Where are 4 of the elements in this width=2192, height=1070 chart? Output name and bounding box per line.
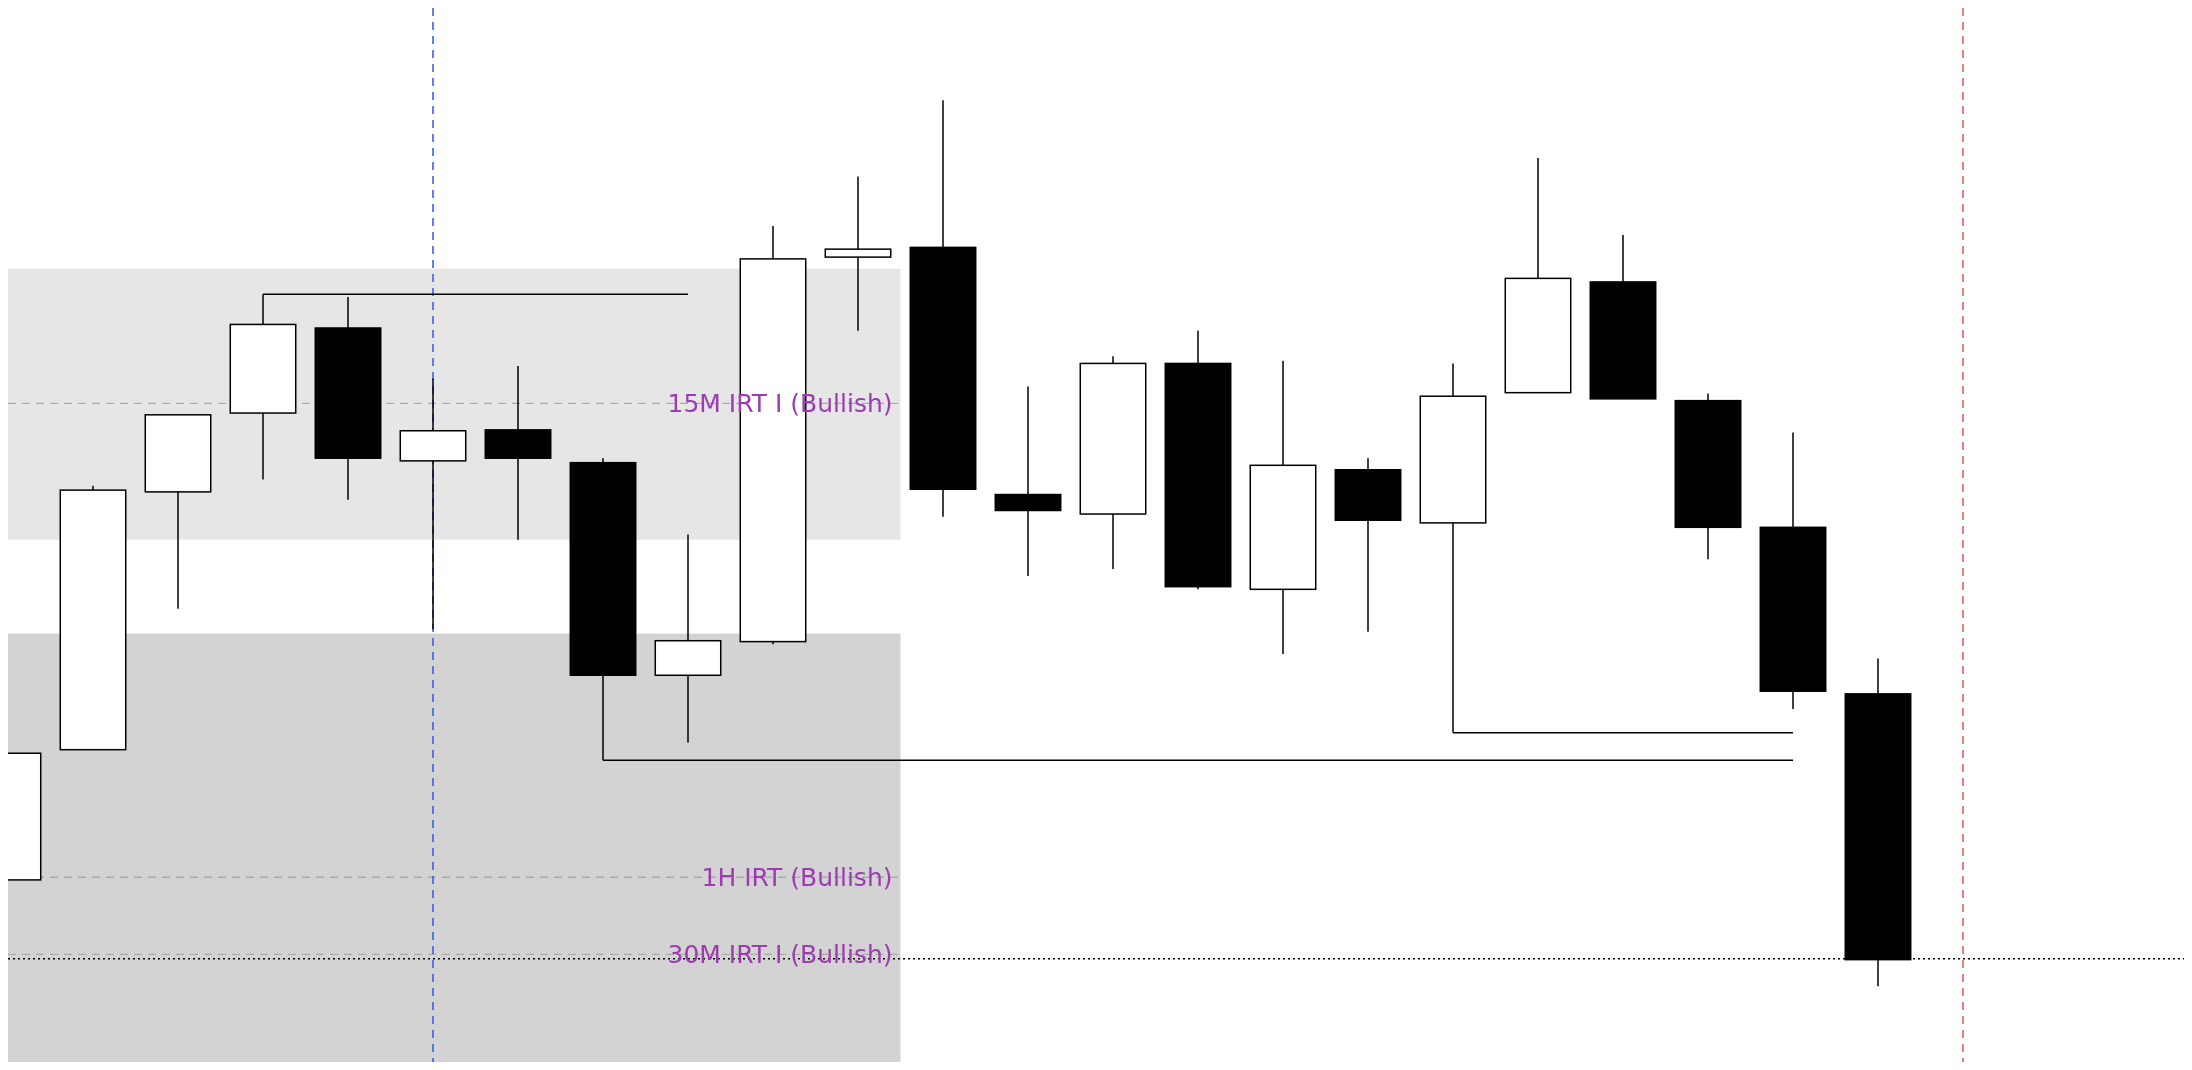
- candlestick: [994, 385, 1062, 577]
- ref-line-label: 30M IRT I (Bullish): [667, 940, 893, 970]
- candlestick: [824, 175, 892, 332]
- ref-line-label: 1H IRT (Bullish): [701, 863, 893, 893]
